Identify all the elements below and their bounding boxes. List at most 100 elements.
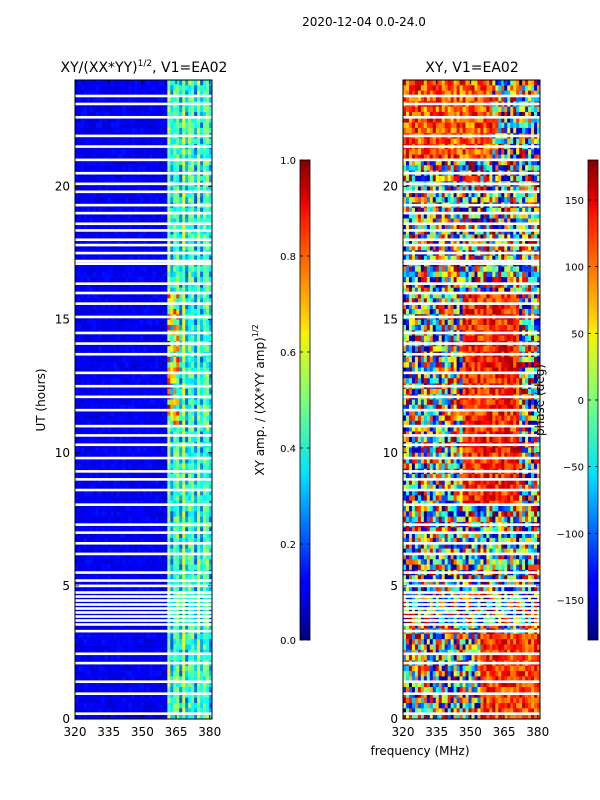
heatmap-cell [200, 106, 204, 113]
heatmap-cell [173, 495, 177, 502]
heatmap-cell [92, 623, 97, 629]
heatmap-cell [83, 580, 88, 587]
heatmap-cell [80, 95, 85, 102]
heatmap-cell [194, 415, 198, 422]
heatmap-cell [98, 218, 103, 225]
heatmap-cell [137, 149, 141, 155]
heatmap-cell [158, 271, 162, 278]
heatmap-cell [140, 335, 144, 342]
heatmap-cell [131, 543, 135, 549]
heatmap-cell [209, 85, 213, 91]
heatmap-cell [149, 388, 153, 395]
heatmap-cell [155, 479, 159, 486]
heatmap-cell [75, 287, 79, 294]
heatmap-cell [209, 559, 213, 565]
heatmap-cell [209, 511, 213, 517]
heatmap-cell [191, 80, 195, 86]
heatmap-cell [80, 367, 85, 374]
heatmap-cell [137, 591, 141, 597]
heatmap-cell [101, 410, 106, 416]
heatmap-cell [107, 85, 112, 91]
heatmap-cell [77, 111, 82, 118]
heatmap-cell [110, 356, 115, 363]
heatmap-cell [155, 495, 159, 502]
heatmap-cell [152, 127, 156, 134]
heatmap-cell [75, 372, 79, 379]
heatmap-cell [128, 527, 132, 533]
heatmap-cell [182, 447, 186, 454]
heatmap-cell [110, 447, 115, 454]
heatmap-cell [80, 282, 85, 289]
heatmap-cell [209, 495, 213, 502]
heatmap-cell [167, 186, 171, 193]
heatmap-cell [134, 367, 138, 374]
heatmap-cell [104, 346, 109, 352]
heatmap-cell [194, 447, 198, 454]
heatmap-cell [113, 159, 118, 166]
heatmap-cell [116, 548, 121, 555]
heatmap-cell [188, 213, 192, 219]
heatmap-cell [173, 127, 177, 134]
heatmap-cell [125, 149, 129, 155]
heatmap-cell [152, 537, 156, 544]
heatmap-cell [131, 293, 135, 299]
heatmap-cell [143, 255, 147, 262]
heatmap-cell [188, 229, 192, 235]
heatmap-cell [167, 537, 171, 544]
heatmap-cell [200, 420, 204, 427]
heatmap-cell [113, 420, 118, 427]
heatmap-cell [134, 399, 138, 406]
heatmap-cell [152, 399, 156, 406]
heatmap-cell [92, 372, 97, 379]
heatmap-cell [119, 356, 123, 363]
heatmap-cell [194, 607, 198, 613]
heatmap-cell [104, 149, 109, 155]
heatmap-cell [194, 490, 198, 496]
heatmap-cell [194, 644, 198, 651]
heatmap-cell [170, 367, 174, 374]
heatmap-cell [155, 308, 159, 315]
heatmap-cell [197, 207, 201, 214]
heatmap-cell [149, 303, 153, 310]
heatmap-cell [164, 362, 168, 368]
heatmap-cell [77, 282, 82, 289]
heatmap-cell [206, 308, 210, 315]
heatmap-cell [137, 207, 141, 214]
heatmap-cell [113, 426, 118, 432]
heatmap-cell [92, 362, 97, 368]
heatmap-cell [95, 335, 100, 342]
heatmap-cell [83, 495, 88, 502]
heatmap-cell [188, 410, 192, 416]
heatmap-cell [191, 543, 195, 549]
heatmap-cell [110, 452, 115, 459]
heatmap-cell [179, 623, 183, 629]
heatmap-cell [140, 245, 144, 251]
heatmap-cell [197, 95, 201, 102]
heatmap-cell [80, 537, 85, 544]
heatmap-cell [200, 271, 204, 278]
heatmap-cell [134, 516, 138, 523]
heatmap-cell [119, 186, 123, 193]
heatmap-cell [101, 106, 106, 113]
heatmap-cell [170, 245, 174, 251]
heatmap-cell [146, 575, 150, 581]
heatmap-cell [155, 415, 159, 422]
heatmap-cell [152, 607, 156, 613]
heatmap-cell [203, 298, 207, 304]
heatmap-cell [107, 213, 112, 219]
heatmap-cell [191, 223, 195, 230]
heatmap-cell [173, 80, 177, 86]
heatmap-cell [95, 234, 100, 241]
heatmap-cell [110, 362, 115, 368]
heatmap-cell [116, 537, 121, 544]
heatmap-cell [173, 372, 177, 379]
heatmap-cell [128, 324, 132, 331]
heatmap-cell [155, 553, 159, 560]
heatmap-cell [209, 548, 213, 555]
heatmap-cell [80, 186, 85, 193]
heatmap-cell [116, 527, 121, 533]
heatmap-cell [161, 223, 165, 230]
heatmap-cell [194, 362, 198, 368]
heatmap-cell [146, 175, 150, 182]
heatmap-cell [137, 175, 141, 182]
